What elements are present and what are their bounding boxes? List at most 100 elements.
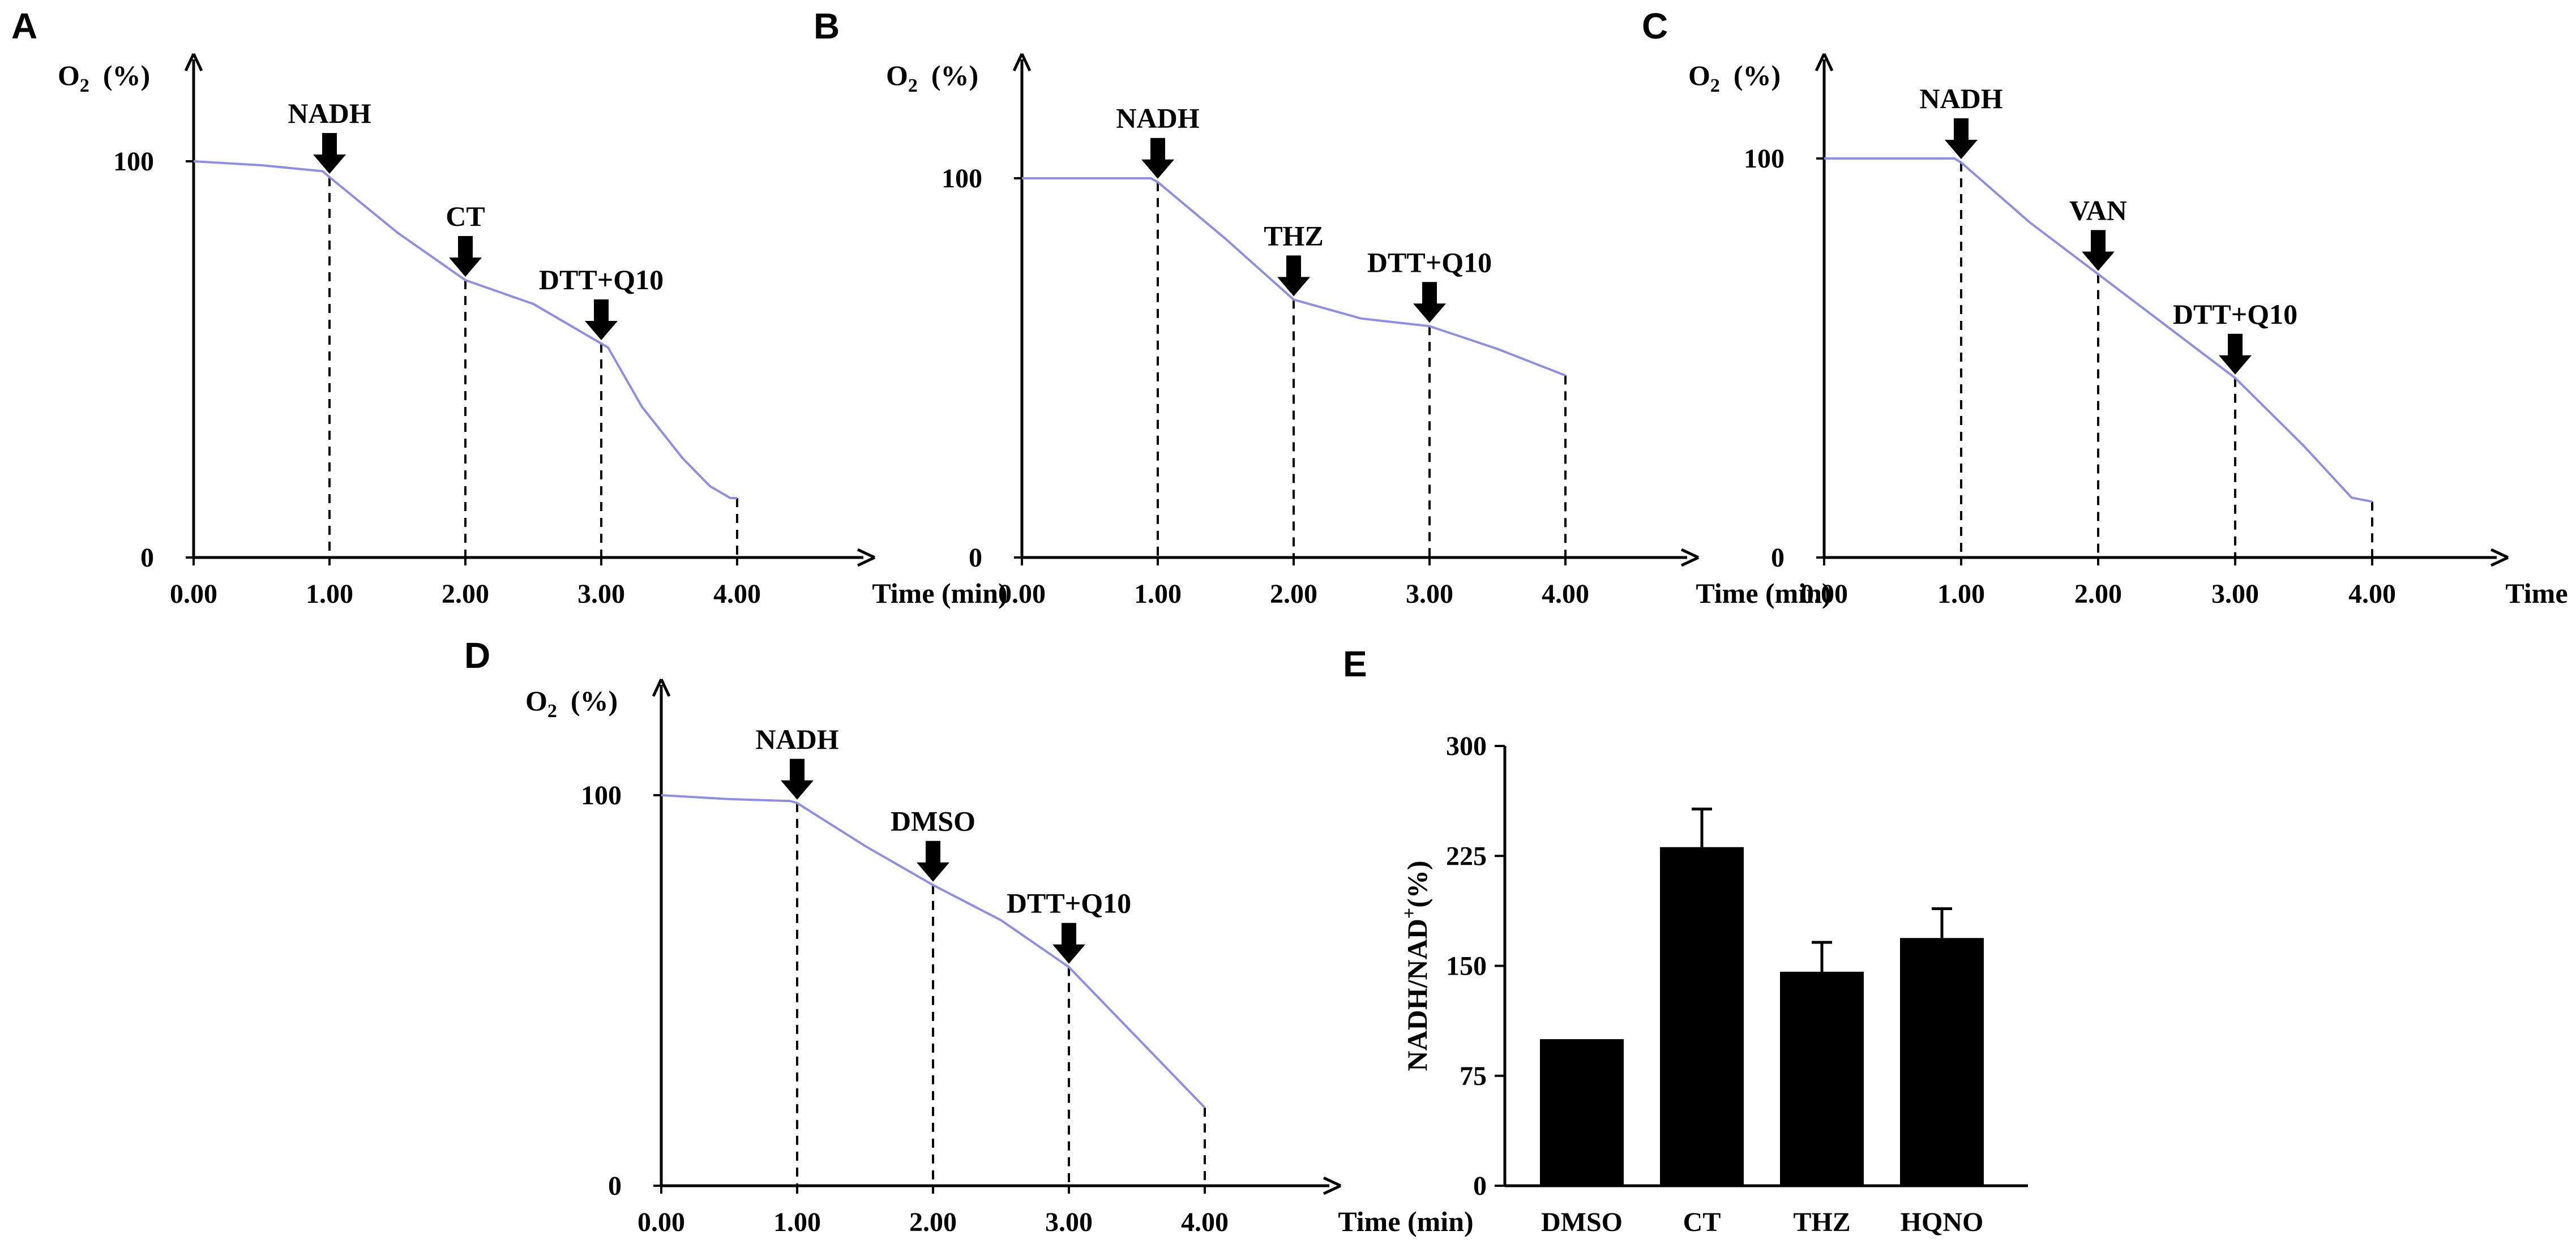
panel-letter: D: [464, 635, 490, 676]
event-label: DMSO: [891, 805, 975, 837]
panel-letter: A: [11, 6, 37, 46]
y-axis-label-main: O: [1688, 59, 1710, 91]
x-tick-label: 1.00: [306, 579, 353, 609]
y-tick-label: 0: [608, 1171, 622, 1201]
x-tick-label: 1.00: [1937, 579, 1985, 609]
y-tick-label: 100: [581, 780, 622, 810]
x-tick-label: 3.00: [577, 579, 625, 609]
y-tick-label: 0: [140, 543, 154, 573]
x-tick-label: 4.00: [2348, 579, 2396, 609]
event-label: NADH: [1919, 83, 2002, 114]
down-arrow-icon: [2082, 230, 2115, 271]
y-tick-label: 225: [1446, 841, 1487, 871]
y-axis-label-unit: (%): [1401, 860, 1433, 907]
y-axis-arrow: [1012, 53, 1032, 72]
down-arrow-icon: [2219, 333, 2252, 375]
panel-c: C 0.00 1.00 2.00 3.00 4.00 0 100 Time (min) O2 (%)…: [1642, 6, 2576, 609]
x-tick-label: 4.00: [1181, 1207, 1229, 1237]
x-tick-label: 0.00: [170, 579, 217, 609]
panel-letter: C: [1642, 6, 1668, 46]
event-label: NADH: [288, 97, 371, 129]
y-axis-label-sub: 2: [908, 75, 918, 96]
oxygen-trace-line: [1022, 177, 1566, 377]
x-tick-label: 4.00: [713, 579, 761, 609]
event-label: DTT+Q10: [1007, 887, 1131, 919]
oxygen-trace-line: [193, 160, 737, 499]
y-axis-arrow: [1815, 53, 1834, 72]
y-axis-label-main: O: [886, 59, 908, 91]
y-axis-label-unit: (%): [571, 685, 618, 717]
x-category-label: DMSO: [1541, 1207, 1623, 1237]
panel-d: D 0.00 1.00 2.00 3.00 4.00 0 100 Time (min) O2 (%)…: [464, 635, 1474, 1237]
bar: [1780, 971, 1864, 1186]
y-axis-label-unit: (%): [103, 59, 150, 91]
y-tick-label: 100: [113, 147, 154, 177]
y-axis-label: NADH/NAD+(%): [1399, 860, 1433, 1071]
x-tick-label: 2.00: [909, 1207, 957, 1237]
event-label: NADH: [1116, 102, 1199, 134]
y-tick-label: 300: [1446, 731, 1487, 761]
bar: [1900, 938, 1984, 1186]
event-label: VAN: [2069, 194, 2127, 226]
down-arrow-icon: [449, 236, 482, 277]
x-axis-arrow: [2490, 548, 2509, 567]
y-axis-label-unit: (%): [931, 59, 978, 91]
y-axis-arrow: [184, 53, 203, 72]
y-axis-label-main: O: [58, 59, 80, 91]
down-arrow-icon: [1052, 923, 1085, 964]
y-axis-label: O2 (%): [525, 685, 618, 722]
y-tick-label: 100: [942, 164, 982, 194]
x-tick-label: 2.00: [2074, 579, 2122, 609]
y-tick-label: 0: [1473, 1171, 1487, 1201]
x-tick-label: 0.00: [998, 579, 1046, 609]
y-axis-label-unit: (%): [1734, 59, 1781, 91]
oxygen-trace-line: [1824, 157, 2373, 503]
oxygen-trace-line: [661, 794, 1206, 1109]
x-axis-label: Time (min): [1338, 1206, 1473, 1237]
x-tick-label: 2.00: [1270, 579, 1317, 609]
y-axis-label-sup: +: [1399, 908, 1420, 919]
x-tick-label: 0.00: [637, 1207, 685, 1237]
y-axis-label-sub: 2: [1710, 75, 1720, 96]
event-label: DTT+Q10: [1367, 246, 1492, 278]
y-axis-label: O2 (%): [58, 59, 150, 96]
y-axis-label: O2 (%): [1688, 59, 1781, 96]
event-label: DTT+Q10: [2173, 298, 2297, 330]
event-label: DTT+Q10: [539, 264, 664, 295]
y-axis-arrow: [652, 678, 671, 697]
y-axis-label-sub: 2: [80, 75, 89, 96]
x-category-label: CT: [1683, 1207, 1721, 1237]
panel-letter: B: [814, 6, 840, 46]
x-axis-label: Time (min): [872, 577, 1007, 609]
down-arrow-icon: [781, 758, 814, 800]
down-arrow-icon: [1277, 255, 1310, 297]
down-arrow-icon: [313, 133, 346, 174]
x-axis-arrow: [857, 548, 876, 567]
x-axis-label: Time (min): [1696, 577, 1831, 609]
x-tick-label: 1.00: [773, 1207, 821, 1237]
x-tick-label: 0.00: [1800, 579, 1848, 609]
bar: [1660, 847, 1744, 1186]
down-arrow-icon: [1945, 118, 1978, 160]
panel-e: E 0 75 150 225 300 NADH/NAD+(%) DMSO CT THZ HQNO: [1343, 644, 2028, 1237]
x-tick-label: 2.00: [442, 579, 489, 609]
down-arrow-icon: [917, 840, 949, 882]
y-axis-label-main: NADH/NAD: [1401, 919, 1433, 1071]
x-tick-label: 3.00: [1045, 1207, 1093, 1237]
x-axis-arrow: [1323, 1176, 1342, 1195]
event-label: CT: [446, 200, 485, 232]
y-tick-label: 100: [1744, 144, 1785, 174]
bar: [1540, 1039, 1624, 1186]
event-label: NADH: [755, 723, 838, 755]
x-axis-arrow: [1680, 548, 1700, 567]
y-tick-label: 0: [1771, 543, 1785, 573]
y-tick-label: 75: [1460, 1061, 1487, 1091]
down-arrow-icon: [1413, 282, 1446, 323]
panel-letter: E: [1343, 644, 1367, 684]
y-axis-label-sub: 2: [547, 701, 557, 722]
y-tick-label: 0: [969, 543, 982, 573]
y-axis-label-main: O: [525, 685, 547, 717]
